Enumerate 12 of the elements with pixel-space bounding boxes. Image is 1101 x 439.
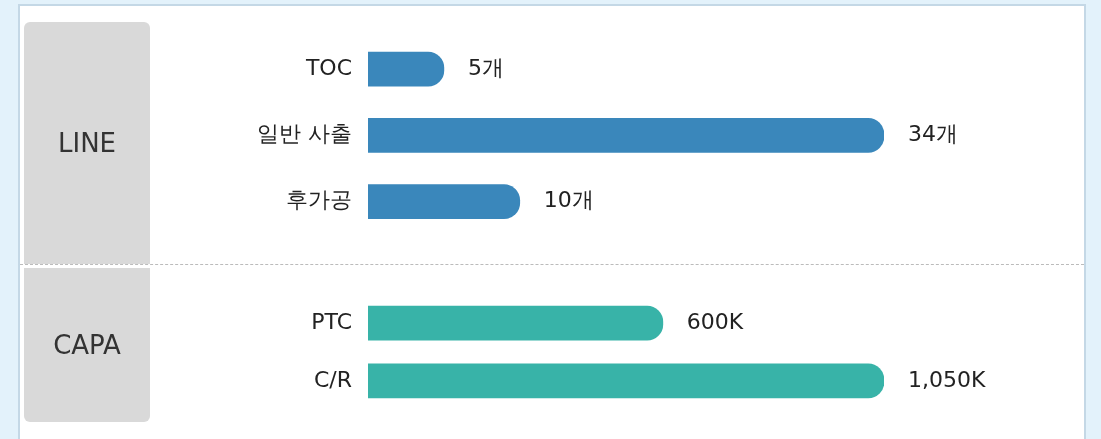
y-axis-title: LINE: [24, 22, 150, 264]
y-tick-label: C/R: [313, 366, 352, 392]
y-tick-label: TOC: [304, 54, 352, 80]
data-label: 1,050K: [908, 366, 986, 392]
data-label: 600K: [686, 308, 744, 334]
y-axis-title: CAPA: [24, 268, 150, 422]
data-label: 34개: [908, 121, 958, 147]
y-tick-label: 일반 사출: [257, 121, 352, 147]
data-label: 10개: [543, 187, 594, 213]
y-tick-label: 후가공: [286, 187, 352, 213]
y-tick-label: PTC: [311, 308, 352, 334]
data-label: 5개: [467, 54, 504, 80]
